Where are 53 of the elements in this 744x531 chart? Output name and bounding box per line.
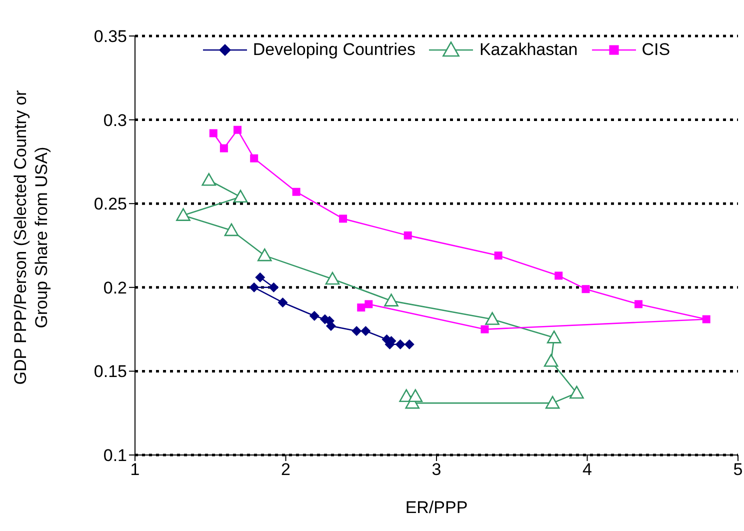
point: [224, 223, 239, 236]
x-tick-label: 3: [432, 460, 442, 480]
point: [404, 339, 414, 350]
y-tick-label: 0.15: [94, 362, 127, 382]
point: [357, 304, 366, 312]
point: [255, 272, 266, 282]
y-tick-label: 0.1: [103, 446, 127, 466]
point: [404, 231, 412, 240]
point: [570, 386, 584, 399]
point: [485, 312, 500, 325]
point: [268, 282, 279, 292]
point: [360, 326, 371, 336]
point: [325, 272, 340, 285]
point: [384, 294, 398, 306]
x-tick-label: 2: [281, 460, 290, 480]
point: [209, 129, 218, 138]
point: [364, 300, 373, 308]
point: [544, 354, 558, 367]
point: [292, 188, 300, 196]
point: [352, 326, 362, 336]
x-tick-label: 1: [130, 460, 140, 480]
x-axis-title: ER/PPP: [405, 498, 468, 517]
point: [545, 396, 560, 409]
point: [634, 300, 643, 308]
y-tick-label: 0.2: [103, 278, 127, 298]
point: [249, 282, 260, 292]
point: [339, 214, 348, 223]
y-tick-label: 0.35: [94, 27, 127, 46]
point: [546, 330, 562, 344]
legend-label: CIS: [642, 40, 670, 60]
point: [257, 248, 272, 262]
point: [494, 252, 502, 260]
point: [582, 285, 590, 294]
point: [702, 315, 710, 324]
legend-label: Developing Countries: [252, 40, 416, 60]
point: [278, 297, 288, 308]
point: [554, 272, 563, 280]
x-tick-label: 5: [733, 460, 743, 480]
point: [408, 389, 423, 402]
y-axis-title: GDP PPP/Person (Selected Country or Group Share from USA): [11, 90, 51, 385]
y-tick-label: 0.3: [103, 110, 127, 130]
point: [202, 172, 216, 186]
point: [233, 190, 248, 203]
point: [309, 310, 320, 321]
y-tick-label: 0.25: [94, 194, 127, 214]
point: [250, 154, 258, 162]
legend-label: Kazakhastan: [479, 40, 578, 60]
point: [480, 325, 489, 334]
point: [395, 339, 406, 350]
point: [234, 126, 242, 134]
point: [220, 144, 228, 152]
point: [176, 208, 190, 221]
x-tick-label: 4: [582, 460, 592, 480]
